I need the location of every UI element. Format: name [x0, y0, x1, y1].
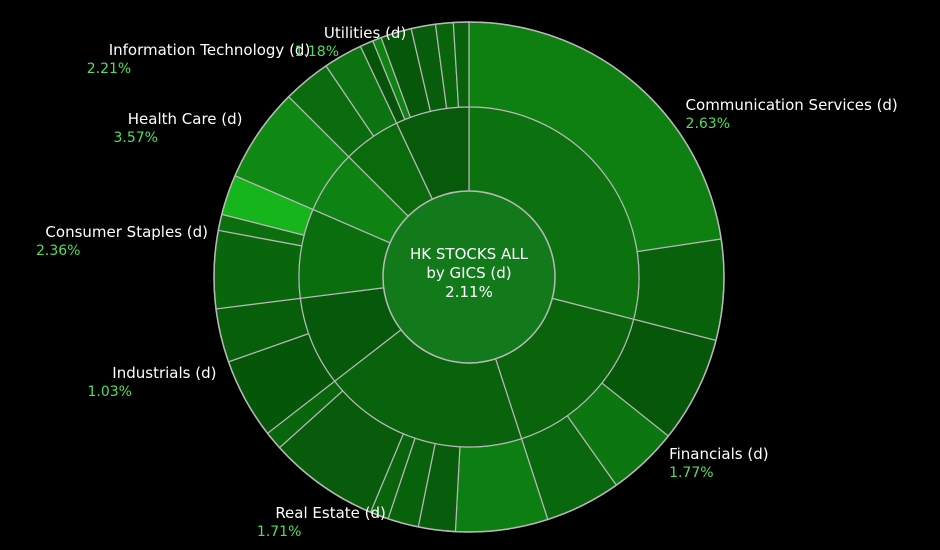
sector-value: 2.21% [87, 61, 131, 77]
sector-value: 1.03% [87, 384, 131, 400]
sector-value: 2.63% [686, 116, 730, 132]
center-title-line1: HK STOCKS ALL [410, 245, 529, 263]
sector-label: Financials (d) [669, 445, 769, 463]
sector-labels: Communication Services (d) 2.63% Financial… [36, 24, 898, 540]
sector-label: Health Care (d) [128, 110, 243, 128]
center-title-line2: by GICS (d) [426, 264, 511, 282]
sector-label: Consumer Staples (d) [45, 223, 208, 241]
sector-value: 3.57% [114, 130, 158, 146]
outer-border [213, 21, 725, 533]
inner-ring [298, 106, 640, 448]
sector-label: Industrials (d) [112, 364, 216, 382]
sector-label: Communication Services (d) [686, 96, 898, 114]
sector-value: 2.36% [36, 243, 80, 259]
center-value: 2.11% [445, 283, 493, 301]
sector-value: 1.18% [295, 44, 339, 60]
sector-label: Real Estate (d) [275, 504, 386, 522]
sector-value: 1.71% [257, 524, 301, 540]
sector-label: Information Technology (d) [109, 41, 311, 59]
sector-value: 1.77% [669, 465, 713, 481]
center-disk [382, 190, 556, 364]
outer-ring [213, 21, 725, 533]
sector-label: Utilities (d) [324, 24, 406, 42]
